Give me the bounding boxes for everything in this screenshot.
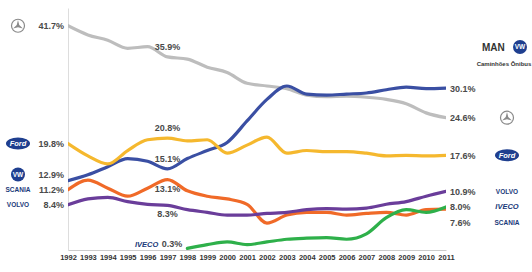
x-tick-label: 2004 bbox=[299, 253, 317, 262]
brand-name: VW bbox=[13, 171, 24, 178]
x-tick: 2009 bbox=[398, 250, 415, 262]
x-tick: 1999 bbox=[199, 250, 216, 262]
brand-logo: IVECO bbox=[495, 202, 519, 211]
x-tick: 1992 bbox=[60, 250, 77, 262]
x-tick-label: 2002 bbox=[259, 253, 276, 262]
x-tick-label: 2011 bbox=[438, 253, 454, 262]
x-tick-label: 1992 bbox=[60, 253, 77, 262]
x-tick-label: 2001 bbox=[239, 253, 256, 262]
x-tick: 2001 bbox=[239, 250, 256, 262]
x-axis: 1992199319941995199619971998199920002001… bbox=[60, 250, 454, 262]
data-label: 12.9% bbox=[38, 170, 64, 180]
brand-name: VOLVO bbox=[496, 188, 518, 195]
x-tick: 2004 bbox=[299, 250, 317, 262]
x-tick-label: 1999 bbox=[199, 253, 216, 262]
series-line bbox=[187, 207, 446, 248]
x-tick-label: 1997 bbox=[160, 253, 177, 262]
data-label: 17.6% bbox=[450, 151, 476, 161]
brand-name: IVECO bbox=[495, 202, 519, 211]
brand-logo: VW bbox=[11, 168, 25, 182]
x-tick-label: 1996 bbox=[140, 253, 157, 262]
x-tick-label: 1998 bbox=[180, 253, 197, 262]
x-tick-label: 2005 bbox=[319, 253, 336, 262]
x-tick-label: 2007 bbox=[359, 253, 376, 262]
data-label: 20.8% bbox=[155, 123, 181, 133]
data-label: 24.6% bbox=[450, 113, 476, 123]
x-tick-label: 2009 bbox=[398, 253, 415, 262]
x-tick: 1994 bbox=[100, 250, 118, 262]
x-tick-label: 2000 bbox=[219, 253, 236, 262]
series-line bbox=[68, 86, 446, 181]
data-label: 8.4% bbox=[43, 200, 64, 210]
x-axis-line bbox=[69, 250, 447, 251]
x-tick-label: 2003 bbox=[279, 253, 296, 262]
brand-name: Ford bbox=[499, 151, 516, 160]
x-tick: 2002 bbox=[259, 250, 276, 262]
x-tick-label: 2008 bbox=[378, 253, 395, 262]
brand-name: VOLVO bbox=[7, 201, 29, 208]
x-tick: 2011 bbox=[438, 250, 454, 262]
brand-logo: VOLVO bbox=[496, 188, 518, 195]
data-label: 15.1% bbox=[155, 154, 181, 164]
x-tick: 2005 bbox=[319, 250, 336, 262]
x-tick: 2003 bbox=[279, 250, 296, 262]
brand-logo bbox=[12, 19, 25, 32]
x-tick: 2010 bbox=[418, 250, 435, 262]
series-line bbox=[68, 26, 446, 118]
annotation: MAN bbox=[482, 42, 505, 53]
data-label: 11.2% bbox=[39, 185, 64, 195]
brand-logo: VW bbox=[513, 40, 527, 54]
data-label: 41.7% bbox=[38, 21, 64, 31]
x-tick: 1993 bbox=[80, 250, 97, 262]
data-label: 0.3% bbox=[162, 239, 183, 249]
brand-name: SCANIA bbox=[495, 219, 520, 226]
brand-logo bbox=[501, 111, 514, 124]
x-tick: 1998 bbox=[180, 250, 197, 262]
x-tick-label: 1995 bbox=[120, 253, 137, 262]
brand-logo: SCANIA bbox=[495, 219, 520, 226]
x-tick: 2000 bbox=[219, 250, 236, 262]
data-label: 13.1% bbox=[155, 184, 181, 194]
annotation: Caminhões Ônibus bbox=[477, 60, 532, 67]
brand-logo: SCANIA bbox=[6, 186, 31, 193]
x-tick: 2006 bbox=[339, 250, 356, 262]
x-tick: 1997 bbox=[160, 250, 177, 262]
logos: VW Ford Ford SCANIA SCANIA VOLVO VOLVO IVECO IVE… bbox=[6, 19, 527, 249]
data-label: 19.8% bbox=[38, 139, 64, 149]
brand-logo: VOLVO bbox=[7, 201, 29, 208]
y-axis bbox=[68, 9, 69, 251]
data-label: 7.6% bbox=[450, 218, 471, 228]
x-tick: 2008 bbox=[378, 250, 395, 262]
data-label: 30.1% bbox=[450, 84, 476, 94]
data-labels: 41.7% 35.9% 24.6% 12.9% 15.1% 30.1% 19.8% 20.8%… bbox=[38, 21, 475, 249]
x-tick-label: 2010 bbox=[418, 253, 435, 262]
data-label: 35.9% bbox=[155, 42, 181, 52]
brand-name: VW bbox=[515, 43, 526, 50]
x-tick-label: 1993 bbox=[80, 253, 97, 262]
x-tick: 1996 bbox=[140, 250, 157, 262]
brand-name: SCANIA bbox=[6, 186, 31, 193]
brand-name: IVECO bbox=[135, 240, 159, 249]
data-label: 8.3% bbox=[157, 209, 178, 219]
annotations: MAN Caminhões Ônibus bbox=[477, 42, 532, 67]
series-line bbox=[68, 191, 446, 215]
data-label: 10.9% bbox=[450, 187, 476, 197]
y-axis-line bbox=[68, 9, 69, 251]
x-tick: 1995 bbox=[120, 250, 137, 262]
x-tick: 2007 bbox=[359, 250, 376, 262]
x-tick-label: 1994 bbox=[100, 253, 118, 262]
x-tick-label: 2006 bbox=[339, 253, 356, 262]
data-label: 8.0% bbox=[450, 202, 471, 212]
chart: 1992199319941995199619971998199920002001… bbox=[0, 0, 532, 272]
series-line bbox=[68, 137, 446, 164]
brand-logo: Ford bbox=[6, 138, 30, 150]
plot-lines bbox=[68, 26, 446, 249]
brand-name: Ford bbox=[10, 139, 27, 148]
brand-logo: Ford bbox=[495, 149, 519, 161]
